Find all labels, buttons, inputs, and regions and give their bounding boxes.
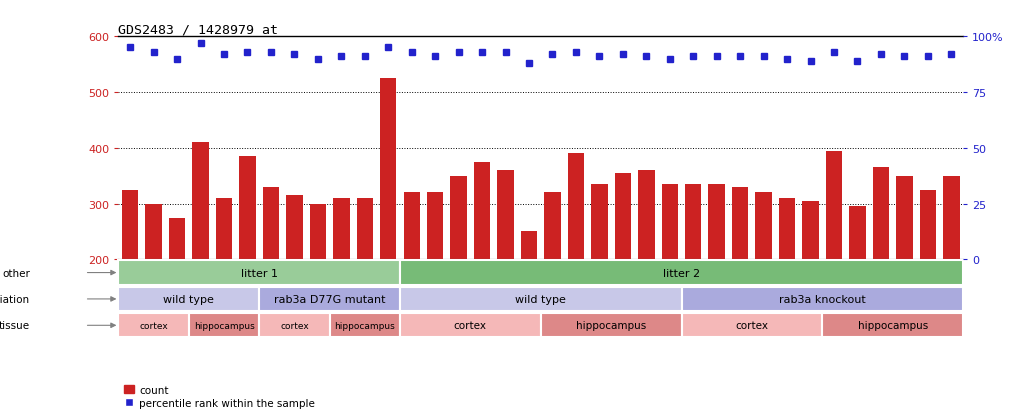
FancyBboxPatch shape: [682, 313, 822, 337]
Bar: [404, 193, 420, 371]
Text: wild type: wild type: [164, 294, 214, 304]
Bar: [732, 188, 749, 371]
Text: rab3a knockout: rab3a knockout: [779, 294, 865, 304]
Bar: [356, 199, 373, 371]
FancyBboxPatch shape: [822, 313, 963, 337]
Legend: count, percentile rank within the sample: count, percentile rank within the sample: [124, 385, 315, 408]
Bar: [474, 162, 490, 371]
Bar: [872, 168, 889, 371]
Bar: [521, 232, 538, 371]
Text: tissue: tissue: [0, 320, 30, 330]
Bar: [122, 190, 138, 371]
Text: cortex: cortex: [280, 321, 309, 330]
FancyBboxPatch shape: [118, 261, 400, 285]
Bar: [661, 185, 678, 371]
FancyBboxPatch shape: [682, 287, 963, 311]
FancyBboxPatch shape: [260, 313, 330, 337]
FancyBboxPatch shape: [260, 287, 400, 311]
Bar: [802, 201, 819, 371]
Text: hippocampus: hippocampus: [576, 320, 646, 330]
Bar: [145, 204, 162, 371]
Text: cortex: cortex: [735, 320, 768, 330]
Bar: [427, 193, 443, 371]
Bar: [639, 171, 654, 371]
Bar: [193, 143, 209, 371]
Text: GDS2483 / 1428979_at: GDS2483 / 1428979_at: [118, 23, 278, 36]
Bar: [239, 157, 255, 371]
Bar: [310, 204, 327, 371]
Text: wild type: wild type: [515, 294, 566, 304]
FancyBboxPatch shape: [400, 313, 541, 337]
Bar: [755, 193, 771, 371]
Bar: [943, 176, 960, 371]
Bar: [333, 199, 349, 371]
Bar: [544, 193, 560, 371]
Bar: [263, 188, 279, 371]
Text: litter 1: litter 1: [241, 268, 278, 278]
Bar: [850, 207, 865, 371]
Bar: [497, 171, 514, 371]
Bar: [685, 185, 701, 371]
Text: hippocampus: hippocampus: [194, 321, 254, 330]
Bar: [380, 79, 397, 371]
Text: genotype/variation: genotype/variation: [0, 294, 30, 304]
Bar: [169, 218, 185, 371]
Bar: [826, 151, 843, 371]
FancyBboxPatch shape: [188, 313, 260, 337]
Bar: [591, 185, 608, 371]
Bar: [920, 190, 936, 371]
Bar: [896, 176, 913, 371]
Text: litter 2: litter 2: [663, 268, 700, 278]
FancyBboxPatch shape: [118, 287, 260, 311]
FancyBboxPatch shape: [541, 313, 682, 337]
Bar: [450, 176, 467, 371]
Bar: [568, 154, 584, 371]
Bar: [709, 185, 725, 371]
Text: rab3a D77G mutant: rab3a D77G mutant: [274, 294, 385, 304]
FancyBboxPatch shape: [330, 313, 400, 337]
FancyBboxPatch shape: [118, 313, 188, 337]
Bar: [779, 199, 795, 371]
Bar: [615, 173, 631, 371]
Text: other: other: [2, 268, 30, 278]
Text: hippocampus: hippocampus: [335, 321, 396, 330]
Text: cortex: cortex: [139, 321, 168, 330]
FancyBboxPatch shape: [400, 261, 963, 285]
Bar: [286, 196, 303, 371]
Text: cortex: cortex: [454, 320, 487, 330]
Bar: [216, 199, 232, 371]
FancyBboxPatch shape: [400, 287, 682, 311]
Text: hippocampus: hippocampus: [858, 320, 928, 330]
